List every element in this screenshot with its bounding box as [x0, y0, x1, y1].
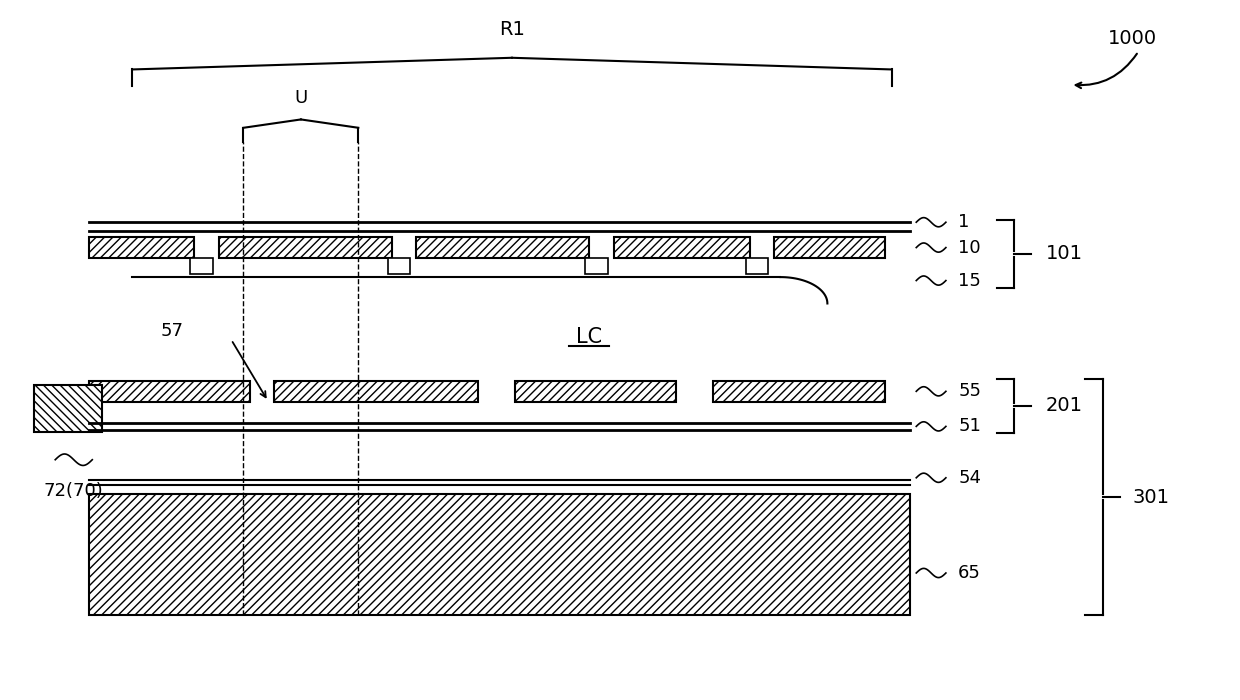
Text: 51: 51 [959, 417, 981, 435]
Bar [89, 381, 249, 402]
Text: 57: 57 [161, 321, 184, 340]
Text: 65: 65 [959, 564, 981, 582]
Bar [585, 258, 608, 274]
Text: LC: LC [577, 328, 603, 347]
Bar [774, 237, 885, 258]
Bar [89, 494, 910, 615]
Bar [274, 381, 479, 402]
Bar [218, 237, 392, 258]
Text: 1: 1 [959, 214, 970, 231]
Text: 55: 55 [959, 382, 981, 400]
Text: 201: 201 [1045, 396, 1083, 415]
Text: 10: 10 [959, 239, 981, 257]
Text: 1000: 1000 [1107, 29, 1157, 48]
Bar [33, 385, 102, 432]
Bar [89, 237, 195, 258]
Bar [614, 237, 750, 258]
Bar [417, 237, 589, 258]
Text: 301: 301 [1132, 488, 1169, 507]
Text: 101: 101 [1045, 244, 1083, 263]
Text: U: U [294, 89, 308, 107]
Bar [515, 381, 676, 402]
Bar [388, 258, 410, 274]
Bar [191, 258, 212, 274]
Bar [713, 381, 885, 402]
Text: 15: 15 [959, 272, 981, 290]
Text: R1: R1 [498, 20, 525, 39]
Text: 54: 54 [959, 469, 981, 486]
Text: 72(70): 72(70) [43, 482, 104, 500]
Bar [746, 258, 768, 274]
